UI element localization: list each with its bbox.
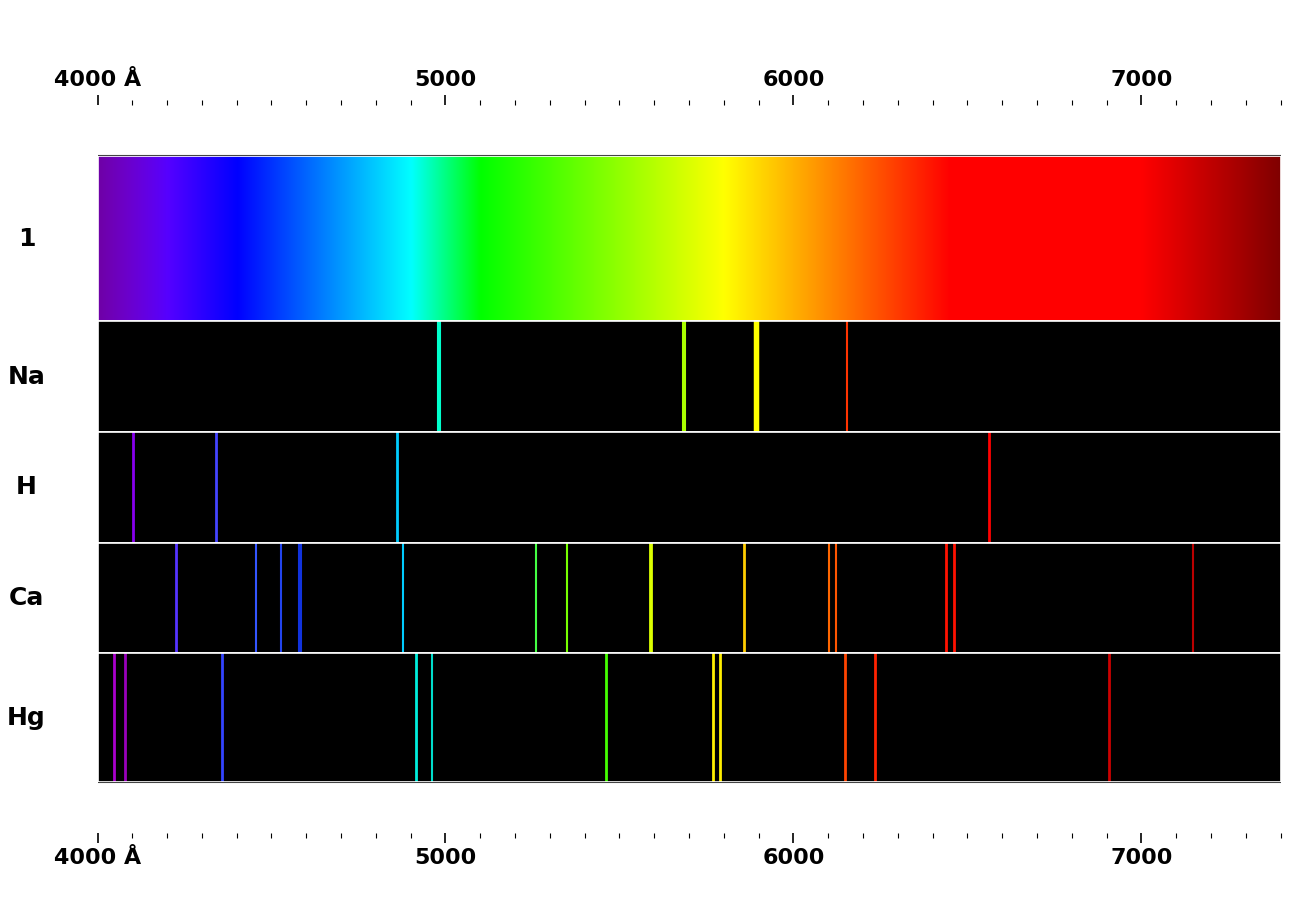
Text: Hg: Hg [6, 705, 46, 730]
Text: Na: Na [8, 365, 46, 389]
Text: Ca: Ca [9, 586, 44, 610]
Text: H: H [16, 476, 36, 500]
Text: 1: 1 [18, 227, 35, 251]
